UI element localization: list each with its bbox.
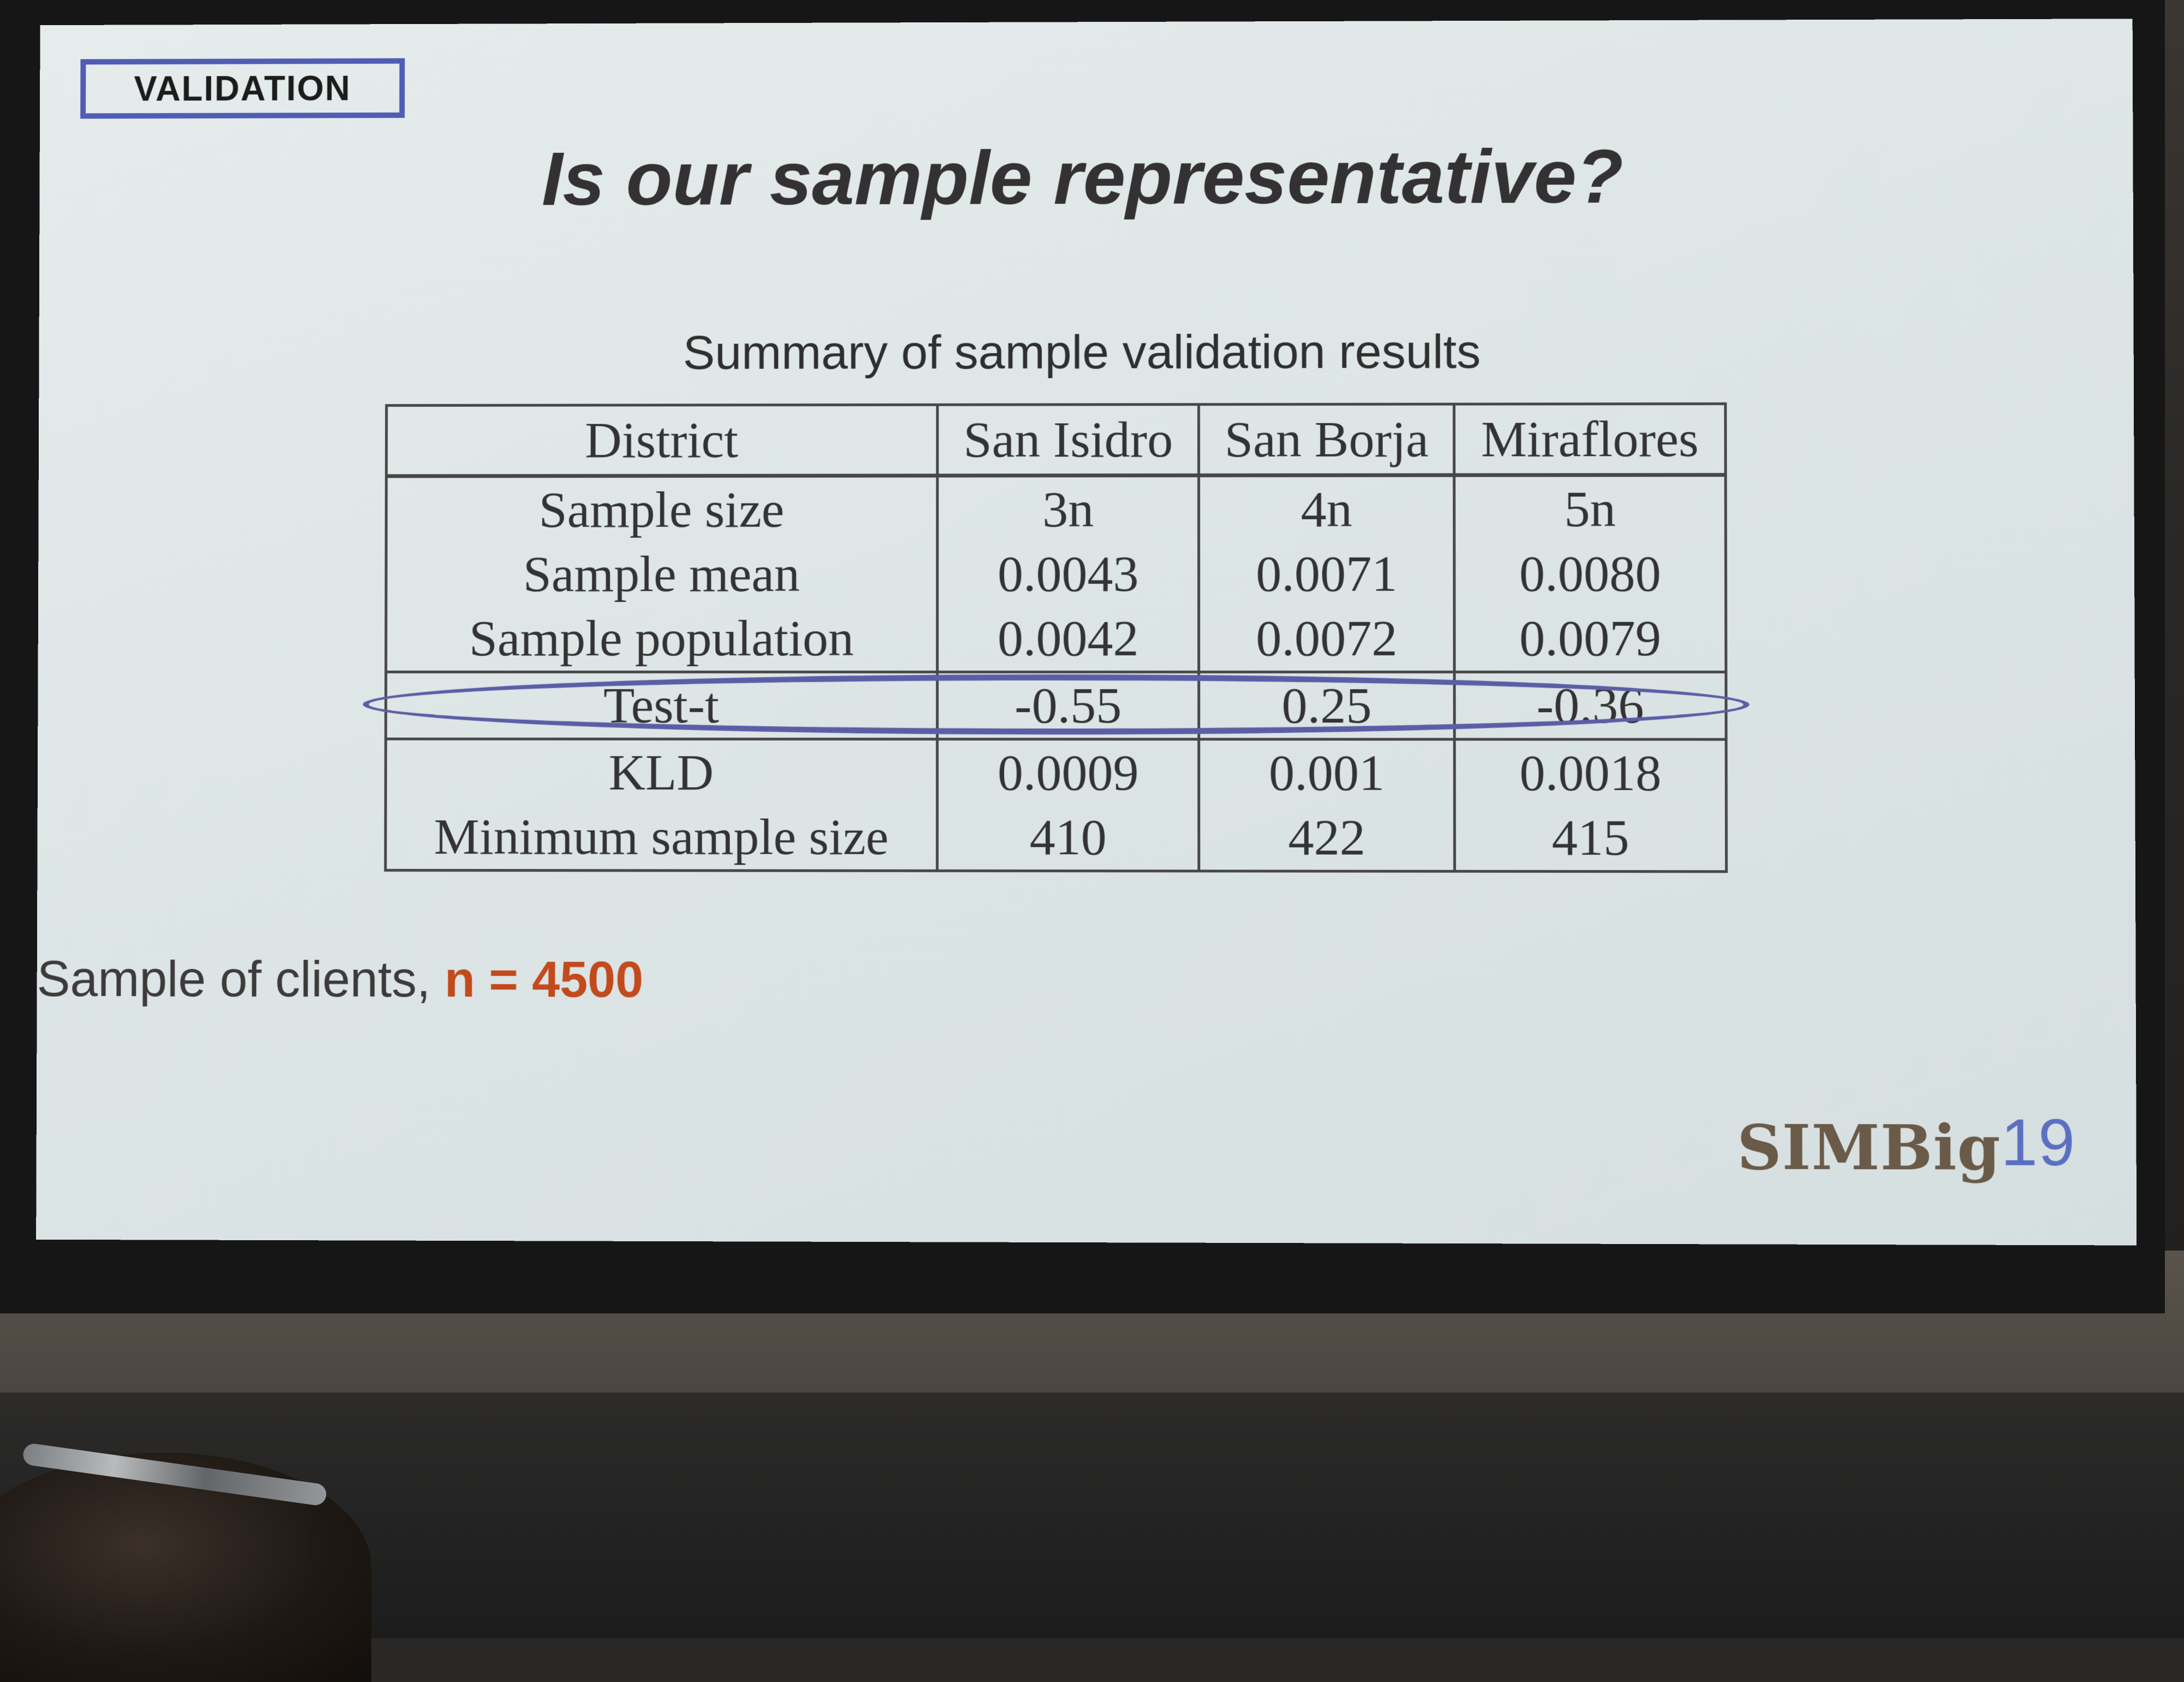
section-badge: VALIDATION bbox=[80, 58, 405, 119]
validation-results-table: District San Isidro San Borja Miraflores… bbox=[384, 402, 1728, 873]
table-row: Sample mean 0.0043 0.0071 0.0080 bbox=[386, 541, 1726, 606]
projected-slide: VALIDATION Is our sample representative?… bbox=[36, 19, 2136, 1245]
logo-number: 19 bbox=[2001, 1106, 2075, 1180]
table-row: Sample size 3n 4n 5n bbox=[386, 475, 1725, 542]
row-label: Sample size bbox=[386, 476, 937, 542]
table-header-row: District San Isidro San Borja Miraflores bbox=[387, 404, 1726, 476]
logo-text: SIMBig bbox=[1737, 1112, 2001, 1184]
sample-note-prefix: Sample of clients, bbox=[37, 951, 445, 1008]
column-header: District bbox=[387, 405, 937, 476]
sample-size-value: n = 4500 bbox=[444, 952, 643, 1008]
slide-title: Is our sample representative? bbox=[39, 131, 2133, 224]
table-cell: 3n bbox=[937, 475, 1199, 542]
table-cell: -0.55 bbox=[937, 672, 1199, 739]
row-label: Sample population bbox=[386, 606, 937, 672]
table-cell: 0.001 bbox=[1199, 739, 1455, 806]
table-cell: 0.0072 bbox=[1199, 606, 1455, 672]
room-background: VALIDATION Is our sample representative?… bbox=[0, 0, 2184, 1638]
table-cell: 0.0079 bbox=[1455, 606, 1726, 672]
sample-note: Sample of clients, n = 4500 bbox=[37, 951, 644, 1009]
simbig-logo: SIMBig19 bbox=[1737, 1104, 2075, 1184]
row-label: KLD bbox=[385, 739, 937, 805]
table-cell: 0.0009 bbox=[937, 739, 1199, 805]
table-cell: 4n bbox=[1199, 475, 1455, 542]
table-cell: 422 bbox=[1199, 805, 1455, 871]
table-cell: 0.0071 bbox=[1199, 542, 1455, 606]
table-cell: 0.0043 bbox=[937, 542, 1199, 606]
table-row-highlighted: Test-t -0.55 0.25 -0.36 bbox=[385, 672, 1726, 739]
table-cell: 415 bbox=[1455, 806, 1726, 872]
row-label: Test-t bbox=[385, 672, 937, 739]
table-cell: 0.0018 bbox=[1455, 739, 1726, 806]
results-table-container: District San Isidro San Borja Miraflores… bbox=[384, 402, 1728, 885]
table-cell: 0.25 bbox=[1199, 672, 1455, 739]
table-caption: Summary of sample validation results bbox=[39, 322, 2134, 381]
row-label: Sample mean bbox=[386, 542, 937, 606]
table-row: Minimum sample size 410 422 415 bbox=[385, 804, 1726, 872]
row-label: Minimum sample size bbox=[385, 804, 937, 870]
column-header: Miraflores bbox=[1454, 404, 1725, 475]
projection-screen-frame: VALIDATION Is our sample representative?… bbox=[0, 0, 2165, 1313]
table-cell: 410 bbox=[937, 805, 1200, 871]
table-cell: 0.0080 bbox=[1455, 541, 1726, 606]
table-cell: 0.0042 bbox=[937, 606, 1199, 672]
column-header: San Borja bbox=[1199, 404, 1455, 475]
table-row: Sample population 0.0042 0.0072 0.0079 bbox=[386, 606, 1726, 672]
table-cell: 5n bbox=[1455, 475, 1726, 542]
table-row: KLD 0.0009 0.001 0.0018 bbox=[385, 739, 1726, 806]
table-cell: -0.36 bbox=[1455, 672, 1726, 739]
column-header: San Isidro bbox=[937, 405, 1199, 476]
